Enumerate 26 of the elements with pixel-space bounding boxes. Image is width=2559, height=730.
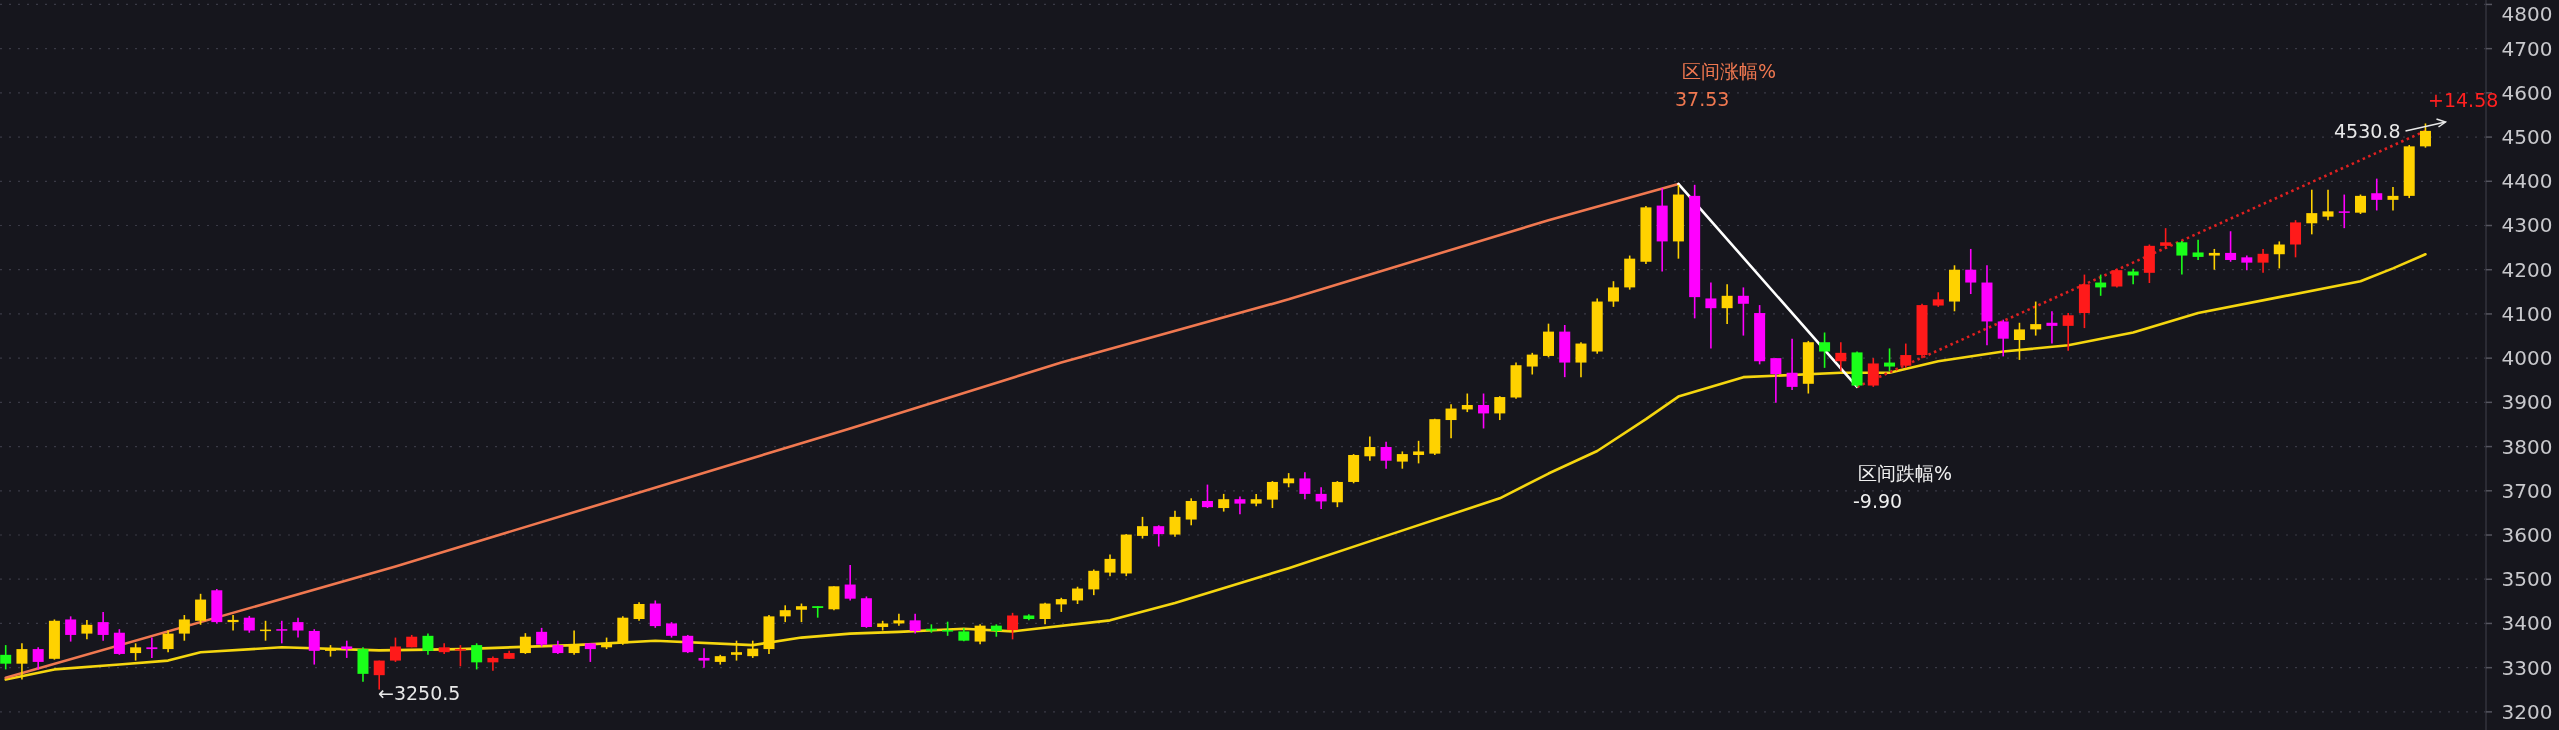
annotation: 区间涨幅% bbox=[1682, 60, 1777, 82]
annotation: -9.90 bbox=[1853, 490, 1903, 512]
annotation: ←3250.5 bbox=[378, 682, 461, 704]
y-tick-label: 4400 bbox=[2501, 169, 2553, 194]
y-tick-label: 4800 bbox=[2501, 2, 2553, 26]
annotation: 37.53 bbox=[1675, 88, 1730, 110]
y-tick-label: 3900 bbox=[2501, 390, 2553, 415]
y-tick-label: 3300 bbox=[2501, 655, 2553, 680]
y-tick-label: 4600 bbox=[2501, 80, 2553, 105]
y-tick-label: 3200 bbox=[2501, 699, 2553, 724]
y-tick-label: 4000 bbox=[2501, 346, 2553, 371]
y-tick-label: 4200 bbox=[2501, 257, 2553, 282]
annotation: +14.58 bbox=[2428, 89, 2499, 111]
y-tick-label: 3700 bbox=[2501, 478, 2553, 503]
y-tick-label: 3600 bbox=[2501, 523, 2553, 548]
y-tick-label: 4700 bbox=[2501, 36, 2553, 61]
y-tick-label: 4300 bbox=[2501, 213, 2553, 238]
line-series bbox=[4, 252, 2427, 681]
y-tick-label: 4100 bbox=[2501, 301, 2553, 326]
annotation: 4530.8 bbox=[2334, 120, 2401, 142]
y-tick-label: 3800 bbox=[2501, 434, 2553, 459]
annotation: 区间跌幅% bbox=[1858, 462, 1953, 484]
y-tick-label: 3500 bbox=[2501, 567, 2553, 592]
line-series bbox=[4, 182, 1680, 680]
y-tick-label: 3400 bbox=[2501, 611, 2553, 636]
y-tick-label: 4500 bbox=[2501, 125, 2553, 150]
